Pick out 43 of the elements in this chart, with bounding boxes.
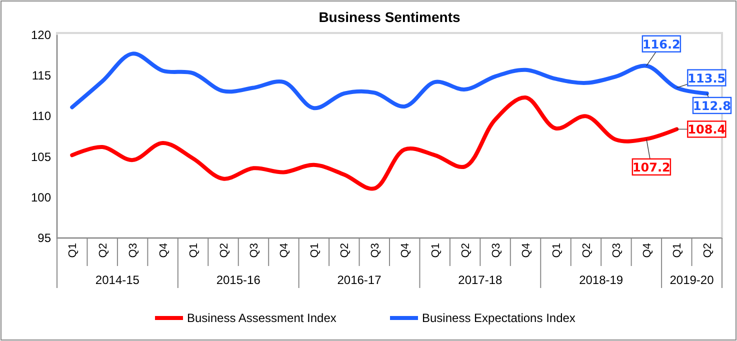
x-tick-label: Q4 [520, 243, 533, 258]
x-tick-label: Q2 [702, 243, 714, 258]
text: 2016-17 [337, 273, 382, 287]
text: 2017-18 [458, 273, 503, 287]
x-tick-label: Q3 [369, 243, 382, 258]
y-tick-label: 115 [32, 68, 52, 83]
x-tick-label: Q1 [308, 243, 321, 258]
text: 2019-20 [670, 273, 714, 287]
y-tick-label: 110 [32, 109, 52, 124]
x-tick-label: Q4 [278, 243, 291, 258]
data-label: 116.2 [642, 37, 680, 52]
data-label: 112.8 [693, 98, 731, 113]
x-tick-label: Q1 [430, 243, 442, 258]
x-tick-label: Q4 [641, 243, 654, 258]
x-tick-label: Q4 [400, 243, 412, 258]
text: 2018-19 [579, 273, 624, 287]
x-tick-label: Q1 [188, 243, 200, 258]
y-tick-label: 120 [30, 28, 52, 42]
y-tick-label: 105 [30, 150, 52, 164]
x-tick-label: Q2 [339, 243, 352, 258]
line-series [70, 96, 679, 190]
x-tick-label: Q4 [158, 243, 170, 258]
x-tick-label: Q3 [490, 243, 502, 258]
data-label: 108.4 [688, 122, 726, 137]
x-tick-label: Q3 [128, 243, 140, 258]
text: 2014-15 [95, 273, 140, 287]
x-tick-label: Q3 [611, 243, 624, 258]
data-label: 113.5 [688, 71, 726, 86]
text: 2015-16 [216, 273, 261, 287]
x-tick-label: Q2 [580, 243, 593, 258]
x-tick-label: Q1 [550, 243, 563, 258]
x-tick-label: Q2 [97, 243, 110, 258]
x-tick-label: Q1 [67, 243, 80, 258]
legend-label: Business Expectations Index [422, 311, 576, 325]
data-label: 107.2 [632, 160, 670, 174]
y-tick-label: 95 [38, 231, 52, 245]
chart-title: Business Sentiments [318, 9, 461, 25]
x-tick-label: Q2 [218, 243, 230, 258]
y-tick-label: 100 [30, 190, 52, 204]
x-tick-label: Q3 [248, 243, 260, 258]
legend-label: Business Assessment Index [187, 311, 336, 325]
x-tick-label: Q1 [672, 243, 684, 258]
x-tick-label: Q2 [460, 243, 472, 258]
